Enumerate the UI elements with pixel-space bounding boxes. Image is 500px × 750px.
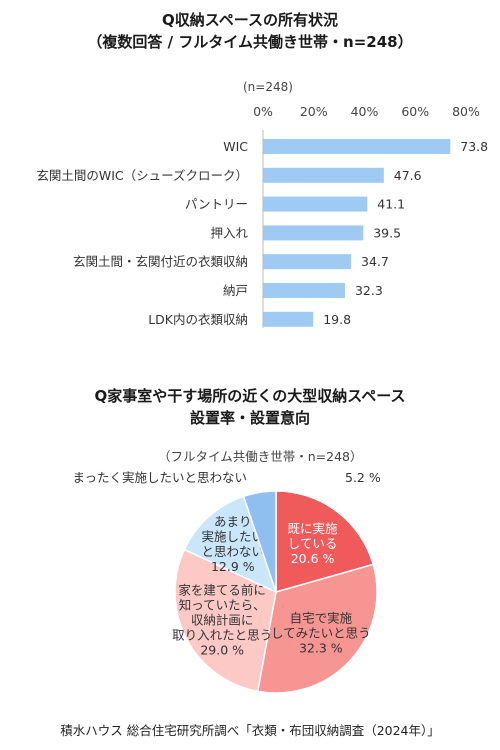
x-tick-label: 60% <box>401 104 429 119</box>
bar <box>263 139 451 154</box>
value-label: 34.7 <box>361 254 389 269</box>
value-label: 39.5 <box>373 225 401 240</box>
bar <box>263 196 368 212</box>
bar <box>263 225 364 241</box>
value-label: 19.8 <box>323 312 351 327</box>
pie-chart-subtitle: 設置率・設置意向 <box>189 409 310 427</box>
bar <box>263 254 352 270</box>
slice-label: 知っていたら、 <box>179 597 266 612</box>
slice-label: 収納計画に <box>191 612 254 627</box>
bar <box>263 167 384 183</box>
slice-value-label: 5.2 % <box>345 470 381 485</box>
value-label: 32.3 <box>355 283 383 298</box>
slice-value-label: 12.9 % <box>211 559 255 574</box>
slice-label: と思わない <box>202 544 265 559</box>
x-tick-label: 80% <box>452 104 480 119</box>
value-label: 47.6 <box>394 168 422 183</box>
bar-chart-title: Q収納スペースの所有状況 <box>162 11 338 29</box>
bar <box>263 311 314 327</box>
pie-slice <box>242 490 277 593</box>
slice-label: 家を建てる前に <box>178 582 266 597</box>
slice-label: している <box>288 536 338 551</box>
slice-label: 既に実施 <box>288 521 339 536</box>
x-tick-label: 40% <box>351 104 379 119</box>
category-label: 納戸 <box>223 283 248 298</box>
slice-label: まったく実施したいと思わない <box>72 470 247 485</box>
pie-slice <box>183 495 278 594</box>
bar-chart-subtitle: （複数回答 / フルタイム共働き世帯・n=248） <box>87 33 413 51</box>
pie-slice <box>174 548 277 693</box>
pie-slice <box>275 490 375 593</box>
category-label: パントリー <box>185 197 248 212</box>
bar-chart: 0% 20% 40% 60% 80% WIC 73.8 玄関土間のWIC（シューズクローク） 4… <box>36 104 488 328</box>
slice-value-label: 32.3 % <box>299 640 343 655</box>
pie-chart-title: Q家事室や干す場所の近くの大型収納スペース <box>94 387 406 405</box>
x-tick-label: 20% <box>300 104 328 119</box>
bar-chart-note: (n=248) <box>243 80 293 94</box>
slice-label: 取り入れたと思う <box>172 627 272 642</box>
value-label: 41.1 <box>377 197 405 212</box>
pie-chart-note: （フルタイム共働き世帯・n=248） <box>158 449 363 464</box>
category-label: 玄関土間・玄関付近の衣類収納 <box>73 254 248 269</box>
pie-slice <box>256 563 378 694</box>
slice-label: してみたいと思う <box>271 625 371 640</box>
slice-label: あまり <box>214 514 252 529</box>
category-label: 玄関土間のWIC（シューズクローク） <box>36 168 248 183</box>
slice-label: 実施したい <box>202 529 265 544</box>
bar <box>263 283 345 298</box>
category-label: LDK内の衣類収納 <box>148 312 248 327</box>
category-label: 押入れ <box>210 225 248 240</box>
slice-value-label: 20.6 % <box>291 551 335 566</box>
x-tick-label: 0% <box>253 104 273 119</box>
slice-label: 自宅で実施 <box>290 610 353 625</box>
category-label: WIC <box>223 139 248 154</box>
source-note: 積水ハウス 総合住宅研究所調べ「衣類・布団収納調査（2024年）」 <box>60 723 440 738</box>
slice-value-label: 29.0 % <box>200 642 244 657</box>
value-label: 73.8 <box>460 139 488 154</box>
